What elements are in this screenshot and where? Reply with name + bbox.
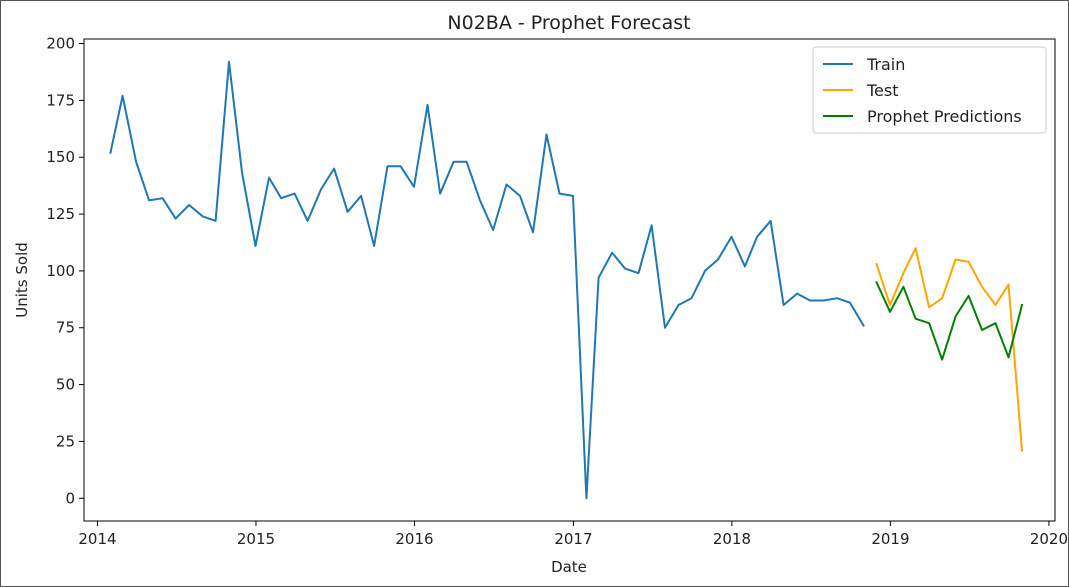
plot-area-frame — [83, 38, 1056, 522]
legend-label-prophet-predictions: Prophet Predictions — [867, 107, 1022, 126]
train-series-line — [109, 60, 865, 500]
chart-title: N02BA - Prophet Forecast — [447, 12, 690, 34]
y-tick-label: 150 — [46, 148, 75, 166]
y-tick-label: 125 — [46, 205, 75, 223]
x-axis-label: Date — [551, 558, 587, 576]
x-tick-label: 2020 — [1030, 530, 1068, 548]
y-tick-label: 25 — [56, 432, 75, 450]
legend-label-train: Train — [866, 55, 905, 74]
legend-box — [812, 46, 1047, 134]
y-tick-label: 175 — [46, 91, 75, 109]
x-tick-label: 2018 — [713, 530, 751, 548]
x-tick-label: 2019 — [871, 530, 909, 548]
x-tick-label: 2015 — [237, 530, 275, 548]
x-tick-label: 2017 — [554, 530, 592, 548]
y-tick-label: 75 — [56, 319, 75, 337]
y-tick-label: 0 — [65, 489, 75, 507]
x-tick-label: 2016 — [395, 530, 433, 548]
legend: Train Test Prophet Predictions — [812, 46, 1047, 134]
x-tick-label: 2014 — [78, 530, 116, 548]
tick-layer: 0 25 50 75 100 125 150 175 200 2014 2015 2016 2017 20… — [46, 35, 1068, 548]
y-tick-label: 50 — [56, 376, 75, 394]
legend-label-test: Test — [866, 81, 899, 100]
series-layer — [109, 60, 1024, 500]
y-tick-label: 200 — [46, 35, 75, 53]
test-series-line — [875, 247, 1024, 452]
prophet-predictions-series-line — [875, 280, 1024, 361]
y-axis-label: Units Sold — [13, 242, 31, 318]
y-tick-label: 100 — [46, 262, 75, 280]
